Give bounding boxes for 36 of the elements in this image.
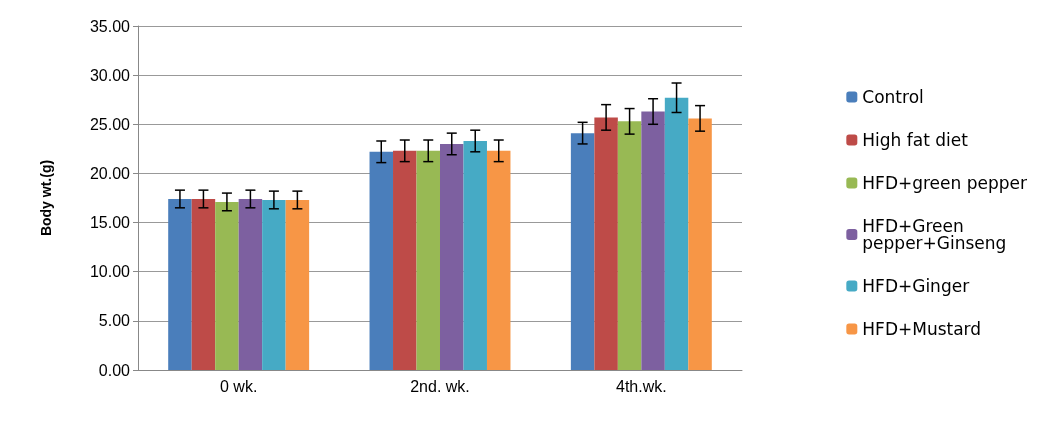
bar bbox=[369, 151, 394, 370]
y-tick-label: 10.00 bbox=[89, 263, 131, 281]
bar bbox=[262, 199, 286, 370]
y-tick-label: 5.00 bbox=[98, 312, 131, 330]
bar bbox=[594, 117, 618, 370]
bar bbox=[463, 140, 487, 370]
bar bbox=[570, 133, 595, 370]
bar bbox=[191, 198, 216, 370]
bar bbox=[440, 143, 464, 370]
bar bbox=[393, 150, 417, 370]
bar bbox=[688, 118, 712, 370]
y-tick-label: 15.00 bbox=[89, 214, 131, 232]
y-tick-label: 35.00 bbox=[89, 17, 131, 35]
y-tick-label: 0.00 bbox=[98, 361, 131, 379]
bar bbox=[215, 201, 239, 370]
y-tick-label: 30.00 bbox=[89, 66, 131, 84]
legend-label: HFD+Mustard bbox=[862, 319, 982, 339]
bar bbox=[416, 150, 440, 370]
x-tick-label: 2nd. wk. bbox=[410, 377, 470, 395]
bar bbox=[664, 97, 689, 370]
legend-label: HFD+Green pepper+Ginseng bbox=[862, 216, 1007, 253]
bar bbox=[238, 198, 263, 370]
x-tick-label: 0 wk. bbox=[219, 377, 258, 395]
legend-label: HFD+Ginger bbox=[862, 276, 970, 296]
bar bbox=[486, 150, 511, 370]
bar bbox=[641, 111, 665, 370]
bar bbox=[168, 198, 192, 370]
bar bbox=[285, 199, 310, 370]
legend-label: High fat diet bbox=[862, 130, 969, 150]
bar bbox=[617, 121, 642, 370]
x-tick-label: 4th.wk. bbox=[615, 377, 667, 395]
y-tick-label: 25.00 bbox=[89, 115, 131, 133]
y-axis-title: Body wt.(g) bbox=[38, 159, 54, 237]
legend-label: HFD+green pepper bbox=[862, 173, 1028, 193]
y-tick-label: 20.00 bbox=[89, 164, 131, 182]
legend-label: Control bbox=[862, 87, 924, 107]
